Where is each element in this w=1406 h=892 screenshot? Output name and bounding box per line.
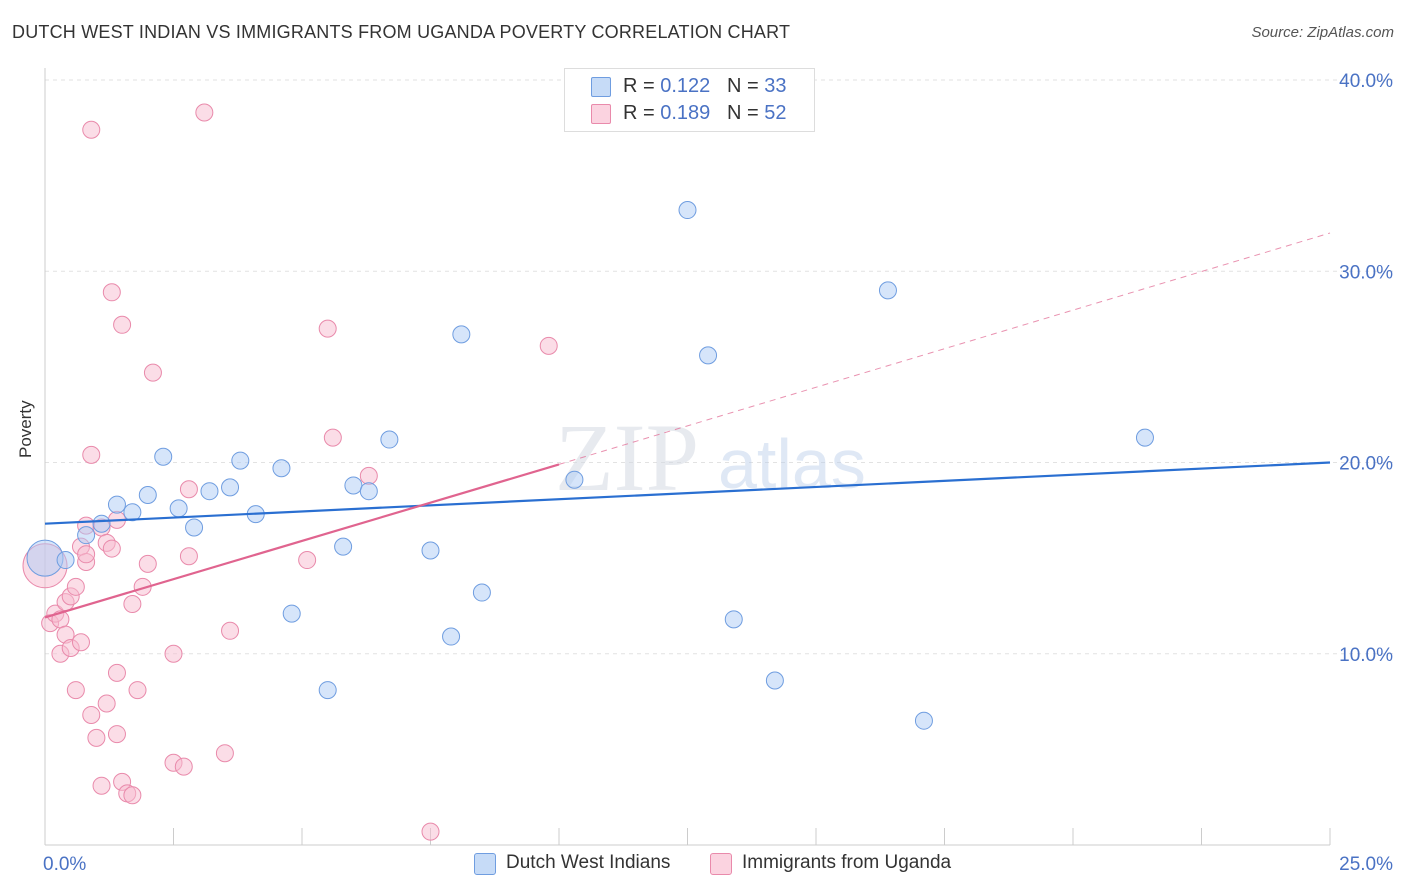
y-tick-label: 10.0% [1339, 645, 1393, 666]
data-point [71, 633, 90, 652]
data-point [678, 201, 697, 220]
data-point [82, 445, 101, 464]
legend-label: Immigrants from Uganda [742, 852, 952, 873]
r-label: R = [623, 102, 661, 124]
data-point [298, 551, 317, 570]
data-point [107, 663, 126, 682]
series-dutch-west-indians [26, 201, 1154, 730]
data-point [179, 547, 198, 566]
data-point [128, 681, 147, 700]
n-value: 52 [764, 102, 787, 124]
legend-swatch-pink [710, 853, 732, 875]
legend-swatch-blue [474, 853, 496, 875]
data-point [1135, 428, 1154, 447]
data-point [123, 503, 142, 522]
data-point [221, 478, 240, 497]
data-point [179, 480, 198, 499]
data-point [221, 621, 240, 640]
data-point [107, 725, 126, 744]
y-axis-label: Poverty [16, 400, 35, 458]
r-label: R = [623, 75, 661, 97]
data-point [344, 476, 363, 495]
data-point [200, 482, 219, 501]
data-point [56, 551, 75, 570]
data-point [82, 705, 101, 724]
data-point [442, 627, 461, 646]
data-point [164, 644, 183, 663]
data-point [138, 486, 157, 505]
data-point [97, 694, 116, 713]
data-point [215, 744, 234, 763]
r-value: 0.189 [660, 102, 711, 124]
data-point [92, 776, 111, 795]
data-point [195, 103, 214, 122]
data-point [77, 545, 96, 564]
data-point [82, 120, 101, 139]
legend-swatch-blue [591, 77, 611, 97]
trend-line-immigrants-from-uganda [44, 463, 560, 619]
data-point [138, 554, 157, 573]
data-point [452, 325, 471, 344]
source-credit: Source: ZipAtlas.com [1251, 24, 1394, 41]
y-tick-label: 30.0% [1339, 262, 1393, 283]
data-point [878, 281, 897, 300]
data-point [66, 577, 85, 596]
data-point [143, 363, 162, 382]
trend-line-extension-dashed [558, 232, 1331, 465]
data-point [185, 518, 204, 537]
data-point [102, 283, 121, 302]
y-tick-label: 20.0% [1339, 454, 1393, 475]
data-point [421, 822, 440, 841]
data-point [231, 451, 250, 470]
y-tick-label: 40.0% [1339, 71, 1393, 92]
data-point [87, 728, 106, 747]
data-point [334, 537, 353, 556]
data-point [169, 499, 188, 518]
trend-line-dutch-west-indians [44, 461, 1331, 525]
trend-lines [44, 232, 1331, 619]
data-point [318, 319, 337, 338]
data-point [123, 595, 142, 614]
data-point [154, 447, 173, 466]
data-point [380, 430, 399, 449]
chart-title: DUTCH WEST INDIAN VS IMMIGRANTS FROM UGA… [12, 22, 791, 42]
tick-labels: 10.0% 20.0% 30.0% 40.0% 0.0% 25.0% [43, 71, 1393, 875]
data-point [66, 681, 85, 700]
data-point [282, 604, 301, 623]
data-point [323, 428, 342, 447]
data-point [421, 541, 440, 560]
data-point [77, 526, 96, 545]
series-immigrants-from-uganda [22, 103, 558, 841]
data-point [318, 681, 337, 700]
data-point [92, 514, 111, 533]
gridlines [45, 79, 1395, 655]
watermark: ZIP atlas [555, 404, 866, 511]
data-point [724, 610, 743, 629]
legend-swatch-pink [591, 104, 611, 124]
data-point [113, 315, 132, 334]
n-value: 33 [764, 75, 787, 97]
legend-label: Dutch West Indians [506, 852, 671, 873]
x-tick-label: 0.0% [43, 854, 86, 875]
data-point [539, 336, 558, 355]
data-point [565, 470, 584, 489]
x-tick-label: 25.0% [1339, 854, 1393, 875]
legend-stats: R = 0.122 N = 33 R = 0.189 N = 52 [564, 68, 815, 132]
data-point [914, 711, 933, 730]
data-point [472, 583, 491, 602]
data-point [107, 495, 126, 514]
data-point [272, 459, 291, 478]
data-point [359, 482, 378, 501]
axes [44, 68, 1331, 846]
data-point [123, 786, 142, 805]
n-label: N = [727, 75, 765, 97]
data-point [765, 671, 784, 690]
data-point [359, 466, 378, 485]
data-point [174, 757, 193, 776]
n-label: N = [727, 102, 765, 124]
data-point [699, 346, 718, 365]
data-point [102, 539, 121, 558]
r-value: 0.122 [660, 75, 711, 97]
